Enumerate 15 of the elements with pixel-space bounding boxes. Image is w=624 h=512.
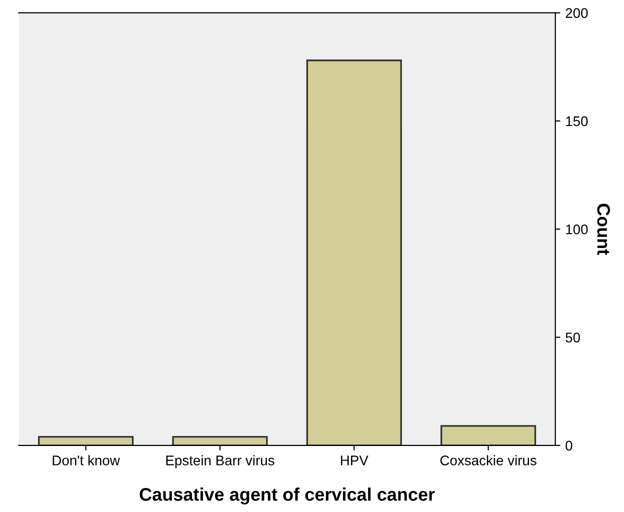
bar [38, 436, 134, 446]
x-axis-title: Causative agent of cervical cancer [140, 488, 435, 504]
y-tick-label: 150 [566, 116, 588, 126]
y-tick-label: 50 [566, 332, 580, 342]
y-tick-label: 100 [566, 224, 588, 234]
x-tick-label: Coxsackie virus [440, 455, 536, 466]
x-tick-label: Don't know [52, 455, 120, 466]
x-tick-label: Epstein Barr virus [166, 455, 274, 468]
bar [306, 60, 402, 446]
y-axis-title: Count [597, 204, 610, 255]
y-tick-label: 200 [566, 8, 588, 18]
y-tick-label: 0 [566, 440, 572, 451]
x-tick-label: HPV [340, 456, 368, 466]
bar [172, 436, 268, 446]
bar [440, 425, 536, 446]
